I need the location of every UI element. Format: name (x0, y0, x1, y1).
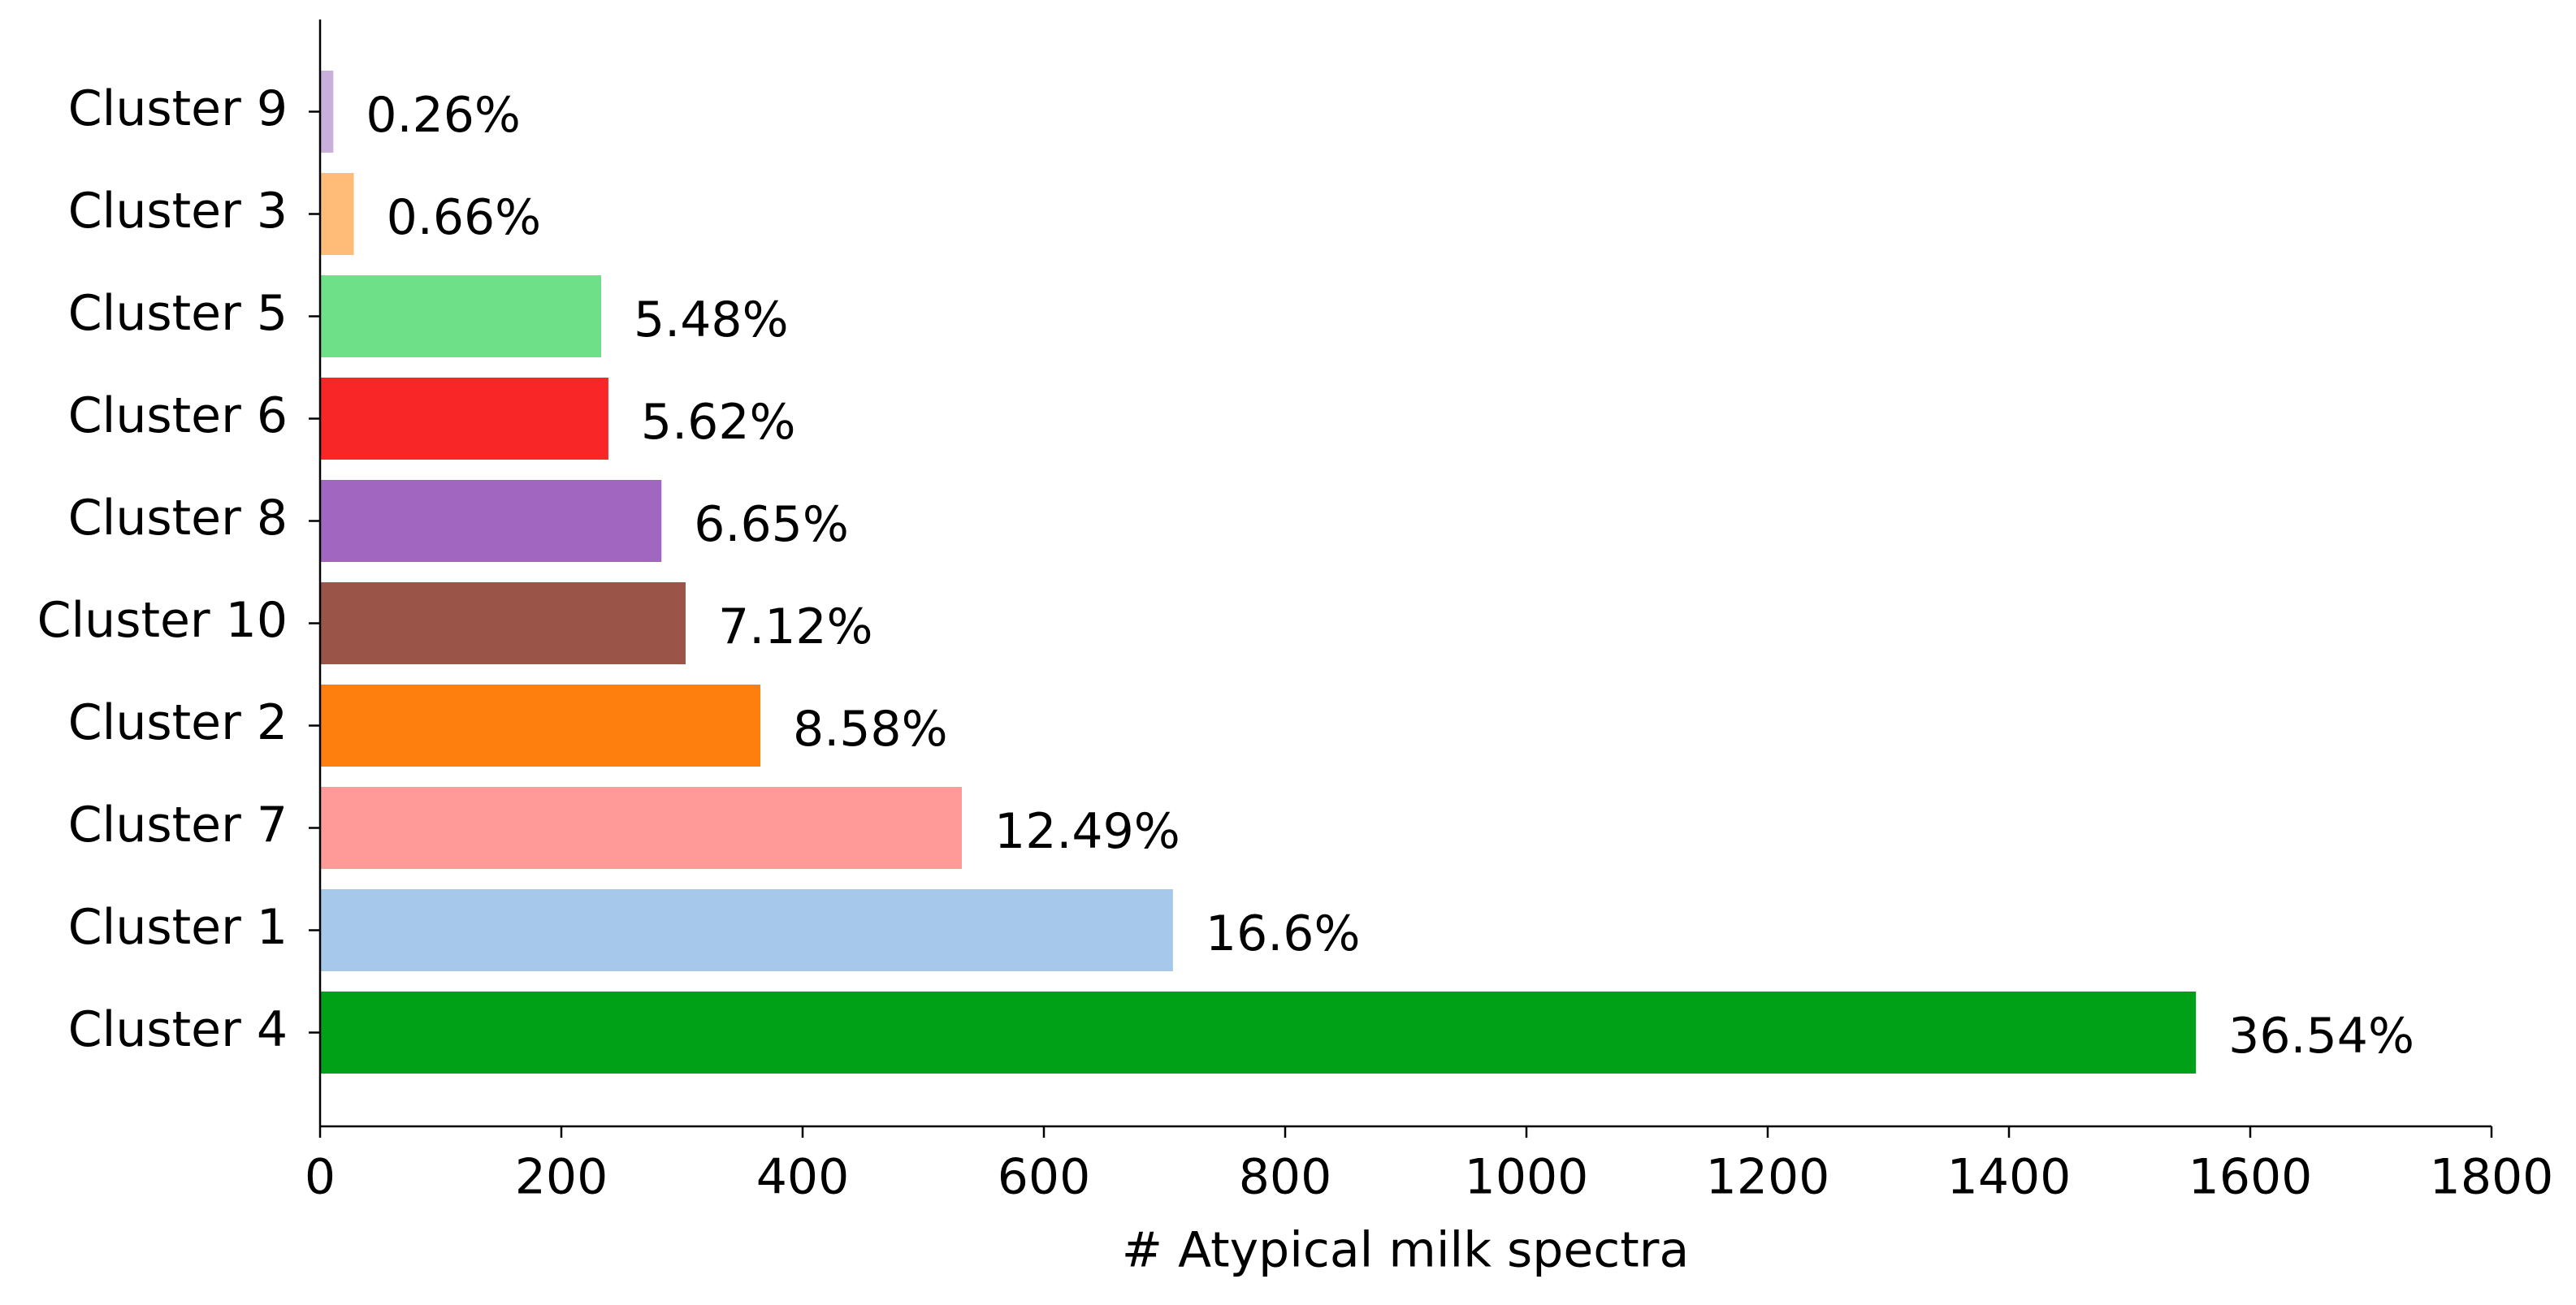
y-tick-label: Cluster 4 (68, 1001, 288, 1058)
y-tick-label: Cluster 9 (68, 80, 288, 137)
bar (320, 378, 608, 460)
x-tick-label: 1400 (1947, 1149, 2072, 1206)
value-label: 7.12% (718, 598, 873, 655)
bar (320, 685, 761, 767)
value-label: 36.54% (2228, 1008, 2414, 1065)
value-label: 5.62% (641, 394, 796, 451)
x-tick-label: 0 (305, 1149, 336, 1206)
value-label: 12.49% (994, 803, 1180, 860)
value-label: 6.65% (694, 496, 849, 553)
y-tick-label: Cluster 7 (68, 797, 288, 853)
value-label: 8.58% (793, 701, 948, 758)
x-tick-label: 1000 (1465, 1149, 1589, 1206)
x-tick-label: 1200 (1706, 1149, 1830, 1206)
y-tick-label: Cluster 10 (37, 592, 288, 649)
x-tick-label: 200 (515, 1149, 608, 1206)
x-tick-label: 800 (1239, 1149, 1332, 1206)
bar (320, 173, 354, 255)
y-tick-label: Cluster 1 (68, 899, 288, 956)
x-tick-label: 400 (756, 1149, 850, 1206)
y-tick-label: Cluster 3 (68, 183, 288, 240)
value-label: 0.26% (366, 87, 521, 144)
y-tick-label: Cluster 6 (68, 387, 288, 444)
y-tick-label: Cluster 8 (68, 490, 288, 547)
x-tick-label: 1800 (2430, 1149, 2554, 1206)
value-label: 16.6% (1206, 905, 1361, 962)
x-tick-label: 600 (998, 1149, 1091, 1206)
bar (320, 889, 1173, 971)
bar (320, 582, 686, 664)
y-tick-label: Cluster 5 (68, 285, 288, 342)
bar (320, 71, 334, 153)
value-label: 5.48% (634, 292, 789, 348)
y-tick-label: Cluster 2 (68, 694, 288, 751)
bar (320, 992, 2197, 1074)
bar (320, 480, 662, 562)
x-tick-label: 1600 (2189, 1149, 2313, 1206)
x-axis-label: # Atypical milk spectra (1122, 1222, 1689, 1279)
bar (320, 275, 602, 357)
value-label: 0.66% (387, 189, 542, 246)
bar (320, 787, 963, 869)
